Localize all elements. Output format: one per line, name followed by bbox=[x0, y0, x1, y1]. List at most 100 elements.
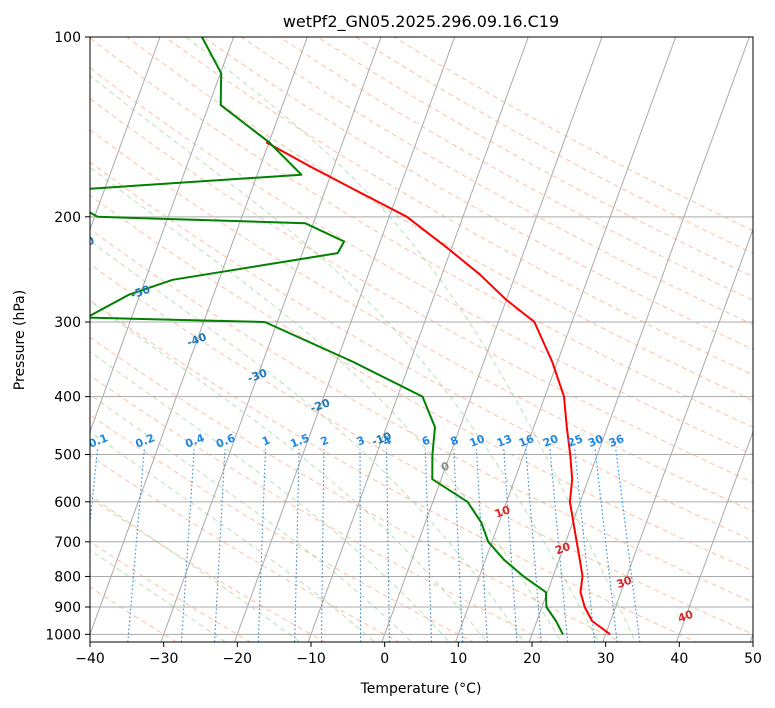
y-axis-label: Pressure (hPa) bbox=[12, 290, 28, 390]
dry-adiabat bbox=[202, 37, 753, 350]
x-tick-label: 40 bbox=[670, 651, 688, 667]
mixing-ratio-line bbox=[180, 449, 195, 642]
mixing-ratio-line bbox=[320, 449, 325, 642]
isotherm-label: -30 bbox=[246, 366, 269, 385]
mixing-ratio-line bbox=[574, 449, 596, 642]
y-tick-label: 300 bbox=[54, 315, 81, 331]
dry-adiabat bbox=[90, 97, 753, 484]
mixing-ratio-label: 20 bbox=[541, 432, 560, 450]
isotherm-label: 10 bbox=[493, 503, 512, 521]
mixing-ratio-label: 30 bbox=[586, 432, 605, 450]
mixing-ratio-label: 8 bbox=[449, 434, 461, 449]
dewpoint-line bbox=[90, 37, 564, 635]
isotherm-label: -70 bbox=[15, 191, 38, 210]
moist-adiabat bbox=[90, 240, 525, 642]
x-axis-label: Temperature (°C) bbox=[360, 681, 482, 697]
mixing-ratio-line bbox=[386, 449, 390, 642]
isotherm-line bbox=[234, 37, 456, 642]
mixing-ratio-line bbox=[90, 449, 99, 528]
mixing-ratio-line bbox=[127, 449, 145, 642]
x-tick-label: −20 bbox=[223, 651, 253, 667]
y-tick-label: 500 bbox=[54, 448, 81, 464]
mixing-ratio-label: 10 bbox=[468, 432, 487, 450]
isotherm-label: 20 bbox=[553, 540, 572, 558]
isotherm-lines bbox=[0, 37, 753, 642]
isobar-lines bbox=[90, 37, 753, 635]
mixing-ratio-line bbox=[549, 449, 569, 642]
moist-adiabat bbox=[90, 166, 562, 642]
moist-adiabat bbox=[90, 549, 227, 642]
dry-adiabat bbox=[90, 299, 698, 642]
mixing-ratio-label: 25 bbox=[566, 432, 585, 450]
moist-adiabat bbox=[90, 300, 488, 642]
mixing-ratio-label: 2 bbox=[319, 434, 331, 449]
y-tick-label: 900 bbox=[54, 600, 81, 616]
dry-adiabat bbox=[90, 263, 753, 635]
isotherm-line bbox=[0, 37, 13, 642]
isotherm-line bbox=[676, 430, 753, 642]
sounding-lines bbox=[90, 37, 611, 636]
mixing-ratio-line bbox=[503, 449, 518, 642]
isotherm-line bbox=[381, 37, 603, 642]
dry-adiabat bbox=[90, 129, 753, 512]
y-tick-label: 1000 bbox=[45, 627, 81, 643]
isotherm-line bbox=[602, 227, 753, 642]
mixing-ratio-label: 36 bbox=[607, 432, 626, 450]
isotherm-label: -20 bbox=[309, 396, 332, 415]
temperature-line bbox=[265, 141, 611, 636]
y-tick-label: 800 bbox=[54, 569, 81, 585]
isotherm-line bbox=[749, 632, 753, 642]
isotherm-line bbox=[528, 37, 750, 642]
x-tick-label: −10 bbox=[296, 651, 326, 667]
x-axis: −40 −30 −20 −10 0 10 20 30 40 50 bbox=[75, 642, 762, 667]
mixing-ratio-line bbox=[475, 449, 488, 642]
mixing-ratio-label: 16 bbox=[517, 432, 536, 450]
mixing-ratio-line bbox=[453, 449, 464, 642]
y-tick-label: 100 bbox=[54, 30, 81, 46]
y-axis: 100 200 300 400 500 600 700 800 900 1000 bbox=[45, 30, 90, 643]
isotherm-line bbox=[307, 37, 529, 642]
x-tick-label: 0 bbox=[380, 651, 389, 667]
isotherm-label: 30 bbox=[615, 574, 634, 592]
mixing-ratio-line bbox=[525, 449, 542, 642]
mixing-ratio-label: 1 bbox=[260, 434, 272, 449]
chart-title: wetPf2_GN05.2025.296.09.16.C19 bbox=[283, 12, 559, 32]
adiabat-lines bbox=[90, 37, 753, 642]
moist-adiabat bbox=[90, 393, 413, 642]
isotherm-label: -40 bbox=[185, 330, 208, 349]
dry-adiabat bbox=[90, 194, 753, 572]
mixing-ratio-line bbox=[257, 449, 267, 642]
moist-adiabat bbox=[90, 75, 599, 642]
x-tick-label: 20 bbox=[523, 651, 541, 667]
isotherm-label: 0 bbox=[439, 459, 451, 474]
mixing-ratio-line bbox=[424, 449, 433, 642]
dry-adiabat bbox=[90, 541, 252, 642]
isotherm-label: -50 bbox=[129, 283, 152, 302]
mixing-ratio-line bbox=[615, 449, 641, 642]
dry-adiabat bbox=[90, 414, 475, 642]
dry-adiabat bbox=[90, 228, 753, 603]
y-tick-label: 700 bbox=[54, 535, 81, 551]
dry-adiabat bbox=[90, 67, 753, 456]
mixing-ratio-lines bbox=[90, 449, 641, 642]
y-tick-label: 400 bbox=[54, 390, 81, 406]
moist-adiabat bbox=[90, 431, 376, 642]
isotherm-label: 40 bbox=[676, 608, 695, 626]
isotherm-line bbox=[90, 37, 308, 636]
mixing-ratio-label: 3 bbox=[355, 434, 367, 449]
x-tick-label: −40 bbox=[75, 651, 105, 667]
isotherm-label: -10 bbox=[370, 429, 393, 448]
isotherm-line bbox=[90, 37, 235, 434]
isotherm-label: -60 bbox=[73, 234, 96, 253]
mixing-ratio-line bbox=[294, 449, 300, 642]
dry-adiabat bbox=[126, 37, 753, 402]
x-tick-label: 30 bbox=[597, 651, 615, 667]
moist-adiabat bbox=[185, 37, 637, 642]
x-tick-label: 50 bbox=[744, 651, 762, 667]
isotherm-line bbox=[160, 37, 382, 642]
dry-adiabat bbox=[278, 37, 753, 301]
isotherm-line bbox=[455, 37, 677, 642]
plot-frame bbox=[89, 36, 754, 643]
y-tick-label: 200 bbox=[54, 210, 81, 226]
